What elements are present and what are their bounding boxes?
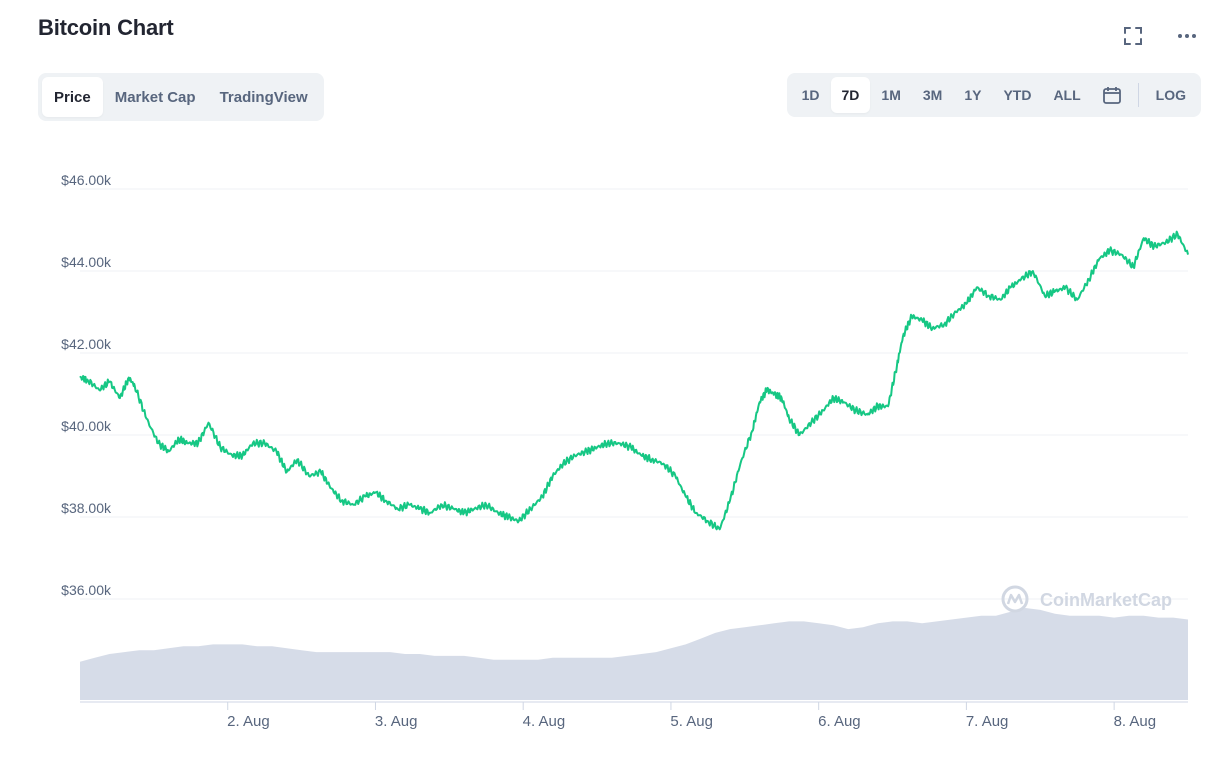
x-tick-label: 3. Aug (375, 713, 418, 730)
log-toggle[interactable]: LOG (1155, 87, 1186, 103)
grid-lines (80, 188, 1188, 600)
range-divider (1137, 83, 1139, 107)
view-tab-group: Price Market Cap TradingView (38, 73, 324, 121)
x-tick-label: 8. Aug (1114, 713, 1157, 730)
tab-price[interactable]: Price (42, 77, 103, 117)
y-tick-label: $46.00k (61, 172, 112, 188)
range-all[interactable]: ALL (1053, 87, 1081, 103)
y-tick-label: $36.00k (61, 582, 112, 598)
y-tick-label: $42.00k (61, 336, 112, 352)
more-options-icon[interactable] (1173, 22, 1201, 50)
y-tick-label: $44.00k (61, 254, 112, 270)
y-axis-labels: $36.00k $38.00k $40.00k $42.00k $44.00k $46.0… (61, 172, 112, 598)
range-3m[interactable]: 3M (922, 87, 943, 103)
tab-market-cap[interactable]: Market Cap (114, 88, 196, 106)
tab-tradingview[interactable]: TradingView (219, 88, 308, 106)
range-tab-group: 1D 7D 1M 3M 1Y YTD ALL LOG (786, 73, 1201, 117)
price-line-layer (79, 230, 1189, 531)
range-7d[interactable]: 7D (830, 77, 871, 113)
top-actions (1119, 22, 1201, 50)
x-tick-label: 7. Aug (966, 713, 1009, 730)
coinmarketcap-logo-icon (1006, 593, 1024, 605)
fullscreen-icon[interactable] (1119, 22, 1147, 50)
y-tick-label: $38.00k (61, 500, 112, 516)
calendar-icon[interactable] (1092, 77, 1132, 113)
range-1m[interactable]: 1M (881, 87, 901, 103)
x-tick-label: 6. Aug (818, 713, 861, 730)
range-1y[interactable]: 1Y (964, 87, 982, 103)
x-tick-label: 2. Aug (227, 713, 270, 730)
range-ytd[interactable]: YTD (1003, 87, 1032, 103)
range-1d[interactable]: 1D (801, 87, 820, 103)
watermark-text: CoinMarketCap (1040, 590, 1172, 610)
x-axis: 2. Aug 3. Aug 4. Aug 5. Aug 6. Aug 7. Aug 8. A… (80, 701, 1188, 730)
x-tick-label: 5. Aug (670, 713, 713, 730)
page-title: Bitcoin Chart (38, 15, 174, 40)
volume-fill (80, 608, 1188, 700)
watermark: CoinMarketCap (1001, 585, 1172, 613)
y-tick-label: $40.00k (61, 418, 112, 434)
volume-area (80, 608, 1188, 700)
x-tick-label: 4. Aug (523, 713, 566, 730)
price-line (79, 230, 1189, 531)
